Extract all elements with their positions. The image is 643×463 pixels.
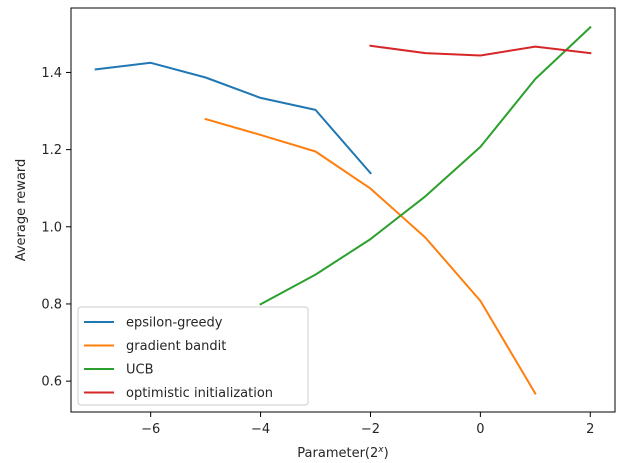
x-tick-label: 0 (476, 422, 484, 437)
y-axis-ticks: 0.6 0.8 1.0 1.2 1.4 (41, 66, 71, 390)
x-axis-ticks: −6 −4 −2 0 2 (141, 412, 594, 437)
legend: epsilon-greedy gradient bandit UCB optimist… (77, 306, 309, 406)
x-tick-label: −2 (361, 422, 380, 437)
legend-label-2: gradient bandit (126, 339, 226, 354)
x-tick-label: −6 (141, 422, 160, 437)
series-line-4 (369, 44, 592, 57)
series-line-1 (94, 61, 372, 175)
x-axis-label-superscript: x (377, 445, 384, 455)
y-tick-label: 1.4 (41, 66, 62, 81)
y-tick-label: 0.6 (41, 375, 62, 390)
y-tick-label: 1.2 (41, 143, 62, 158)
y-tick-label: 1.0 (41, 220, 62, 235)
series-line-3 (259, 25, 592, 306)
x-axis-label-close: ) (384, 446, 389, 461)
legend-label-3: UCB (126, 363, 154, 378)
x-tick-label: −4 (251, 422, 270, 437)
plot-frame (70, 7, 616, 413)
series-line-2 (204, 117, 537, 395)
x-axis-label-main: Parameter(2 (297, 446, 378, 461)
x-axis-label: Parameter(2x) (297, 445, 388, 461)
legend-label-1: epsilon-greedy (126, 316, 223, 331)
x-tick-label: 2 (586, 422, 594, 437)
legend-box (77, 306, 309, 406)
series-layer (94, 25, 592, 395)
legend-items: epsilon-greedy gradient bandit UCB optimist… (84, 316, 273, 401)
y-tick-label: 0.8 (41, 297, 62, 312)
y-axis-label: Average reward (14, 159, 29, 262)
legend-label-4: optimistic initialization (126, 386, 273, 401)
